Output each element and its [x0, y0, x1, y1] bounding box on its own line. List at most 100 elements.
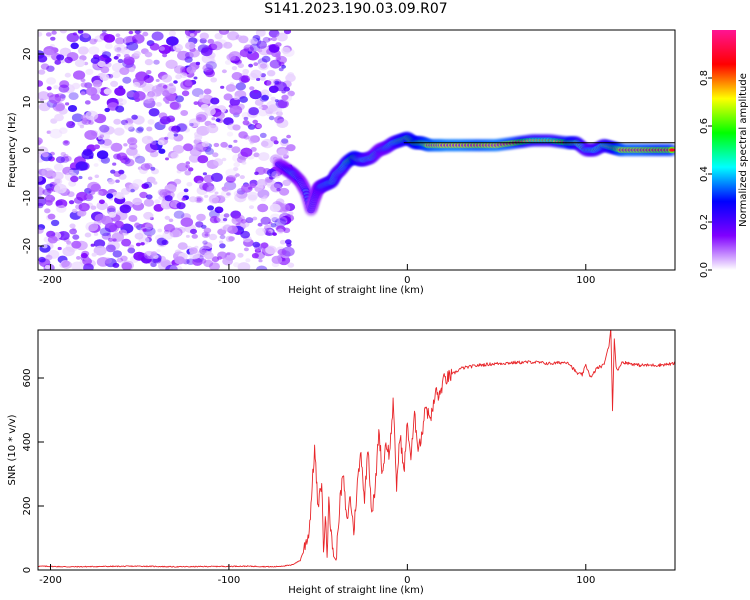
noise-blotch	[269, 203, 281, 213]
noise-blotch	[46, 130, 52, 134]
noise-blotch	[117, 97, 124, 103]
noise-blotch	[209, 215, 220, 224]
noise-blotch	[134, 155, 146, 164]
noise-blotch	[189, 122, 194, 127]
noise-blotch	[45, 254, 53, 261]
noise-blotch	[143, 85, 151, 92]
noise-blotch	[121, 260, 134, 270]
y-tick-label: 0	[22, 147, 33, 153]
noise-blotch	[143, 226, 156, 237]
noise-blotch	[260, 73, 267, 78]
noise-blotch	[133, 222, 141, 228]
track-core	[669, 148, 675, 152]
noise-blotch	[247, 46, 254, 52]
noise-blotch	[197, 155, 209, 164]
noise-blotch	[194, 196, 204, 204]
noise-blotch	[249, 38, 259, 45]
noise-blotch	[215, 111, 226, 120]
noise-blotch	[266, 168, 277, 177]
noise-blotch	[227, 227, 232, 231]
noise-blotch	[153, 181, 158, 185]
noise-blotch	[135, 127, 144, 134]
noise-blotch	[101, 232, 112, 240]
noise-blotch	[287, 90, 295, 97]
noise-blotch	[224, 60, 232, 65]
noise-blotch	[88, 46, 100, 55]
noise-blotch	[281, 138, 289, 144]
noise-blotch	[156, 249, 161, 253]
noise-blotch	[226, 53, 236, 61]
noise-blotch	[205, 61, 217, 70]
noise-blotch	[213, 158, 224, 167]
snr-x-label: Height of straight line (km)	[288, 585, 424, 596]
snr-y-label: SNR (10 * v/v)	[7, 414, 18, 485]
noise-blotch	[124, 122, 134, 130]
noise-blotch	[203, 227, 212, 234]
colorbar-tick-label: 0.8	[699, 70, 710, 86]
noise-blotch	[147, 91, 156, 98]
noise-blotch	[173, 80, 178, 84]
noise-blotch	[63, 154, 69, 159]
noise-blotch	[111, 232, 125, 242]
noise-blotch	[46, 77, 57, 85]
noise-blotch	[85, 68, 94, 75]
noise-blotch	[165, 264, 178, 270]
noise-blotch	[231, 216, 244, 225]
noise-blotch	[207, 38, 215, 44]
noise-blotch	[71, 208, 78, 213]
x-tick-label: -200	[39, 575, 62, 586]
noise-blotch	[126, 41, 139, 51]
x-tick-label: 100	[576, 575, 595, 586]
noise-blotch	[275, 198, 285, 205]
noise-blotch	[115, 33, 121, 38]
noise-blotch	[232, 124, 241, 131]
noise-blotch	[171, 229, 182, 238]
noise-blotch	[143, 75, 154, 84]
noise-blotch	[186, 182, 193, 187]
noise-blotch	[69, 223, 76, 229]
noise-blotch	[280, 139, 289, 147]
noise-blotch	[285, 239, 292, 245]
noise-blotch	[146, 70, 152, 75]
noise-blotch	[253, 62, 259, 66]
noise-blotch	[177, 50, 190, 61]
x-tick-label: -100	[218, 275, 241, 286]
noise-blotch	[221, 186, 230, 192]
noise-blotch	[155, 79, 160, 82]
noise-blotch	[38, 256, 46, 263]
noise-blotch	[271, 217, 279, 223]
noise-blotch	[271, 170, 282, 179]
noise-blotch	[228, 236, 235, 242]
noise-blotch	[183, 143, 194, 152]
noise-blotch	[52, 171, 64, 181]
noise-blotch	[202, 182, 215, 192]
noise-blotch	[80, 82, 88, 88]
noise-region	[38, 30, 296, 270]
noise-blotch	[128, 67, 135, 73]
noise-blotch	[85, 221, 99, 232]
noise-blotch	[108, 211, 117, 218]
noise-blotch	[58, 84, 70, 93]
noise-blotch	[190, 228, 197, 235]
noise-blotch	[193, 76, 198, 80]
noise-blotch	[53, 85, 59, 90]
colorbar-label: Normalized spectral amplitude	[738, 73, 749, 227]
noise-blotch	[119, 67, 130, 75]
noise-blotch	[256, 77, 261, 81]
noise-blotch	[184, 170, 192, 176]
noise-blotch	[161, 74, 173, 83]
noise-blotch	[91, 252, 97, 257]
noise-blotch	[128, 143, 138, 150]
noise-blotch	[204, 251, 214, 260]
noise-blotch	[188, 30, 196, 34]
noise-blotch	[231, 66, 238, 71]
noise-blotch	[275, 53, 281, 58]
noise-blotch	[227, 31, 240, 41]
noise-blotch	[267, 70, 276, 77]
noise-blotch	[38, 31, 43, 37]
noise-blotch	[254, 171, 259, 176]
noise-blotch	[254, 99, 264, 106]
noise-blotch	[205, 147, 214, 155]
noise-blotch	[133, 91, 146, 101]
noise-blotch	[65, 102, 70, 106]
